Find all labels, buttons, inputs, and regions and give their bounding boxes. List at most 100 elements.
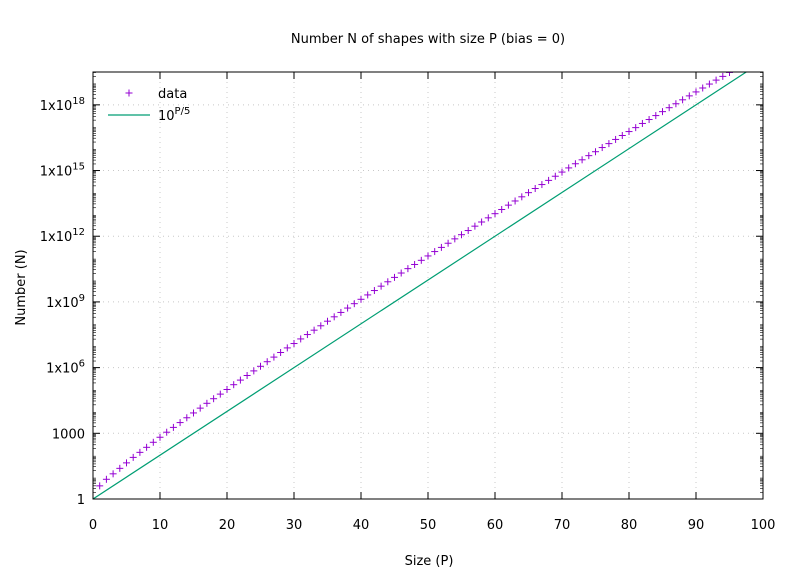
x-tick-label: 50 <box>420 518 437 533</box>
data-point <box>310 326 318 334</box>
data-point <box>592 148 599 156</box>
data-point <box>297 335 305 343</box>
y-axis-label: Number (N) <box>14 249 29 325</box>
data-point <box>598 144 606 152</box>
data-point <box>337 308 345 316</box>
data-point <box>257 362 264 370</box>
data-point <box>364 291 372 299</box>
legend-series-name: 10 <box>158 109 175 124</box>
data-point <box>129 453 137 461</box>
data-point <box>190 409 197 417</box>
data-point <box>283 344 291 352</box>
data-point <box>618 132 626 140</box>
x-tick-label: 100 <box>751 518 776 533</box>
data-point <box>437 243 445 251</box>
x-tick-label: 20 <box>219 518 236 533</box>
data-point <box>712 76 720 84</box>
data-point <box>612 135 620 143</box>
data-point <box>163 428 171 436</box>
data-point <box>196 404 204 412</box>
data-point <box>451 235 459 243</box>
data-point <box>210 395 218 403</box>
data-point <box>545 176 553 184</box>
data-point <box>243 371 251 379</box>
legend-series-exponent: P/5 <box>175 106 191 117</box>
data-point <box>672 100 680 108</box>
data-point <box>625 128 633 136</box>
data-point <box>216 390 224 398</box>
data-point <box>317 322 325 330</box>
data-point <box>230 381 238 389</box>
data-point <box>699 84 707 92</box>
y-tick-label: 1x1015 <box>40 162 85 180</box>
legend-label: data <box>158 87 187 102</box>
data-point <box>605 140 613 148</box>
data-point <box>411 260 419 268</box>
data-point <box>384 278 392 286</box>
data-point <box>679 96 687 104</box>
data-point <box>444 239 452 247</box>
data-point <box>665 104 673 112</box>
data-point <box>685 92 693 100</box>
data-point <box>538 181 546 189</box>
data-point <box>404 265 412 273</box>
y-tick-base: 1x10 <box>40 99 73 114</box>
chart-title: Number N of shapes with size P (bias = 0… <box>291 32 565 47</box>
data-point <box>116 464 124 472</box>
legend-item: data <box>125 87 187 102</box>
x-tick-label: 60 <box>487 518 504 533</box>
data-point <box>424 252 432 260</box>
data-point <box>504 201 512 209</box>
data-point <box>705 80 713 88</box>
x-tick-label: 40 <box>353 518 370 533</box>
data-point <box>511 197 519 205</box>
data-point <box>156 433 164 441</box>
data-point <box>558 168 566 176</box>
y-tick-exponent: 15 <box>72 162 85 173</box>
data-point <box>531 184 539 192</box>
data-point <box>391 273 398 281</box>
data-point <box>370 287 378 295</box>
data-point <box>143 443 151 451</box>
y-tick-label: 1x109 <box>46 293 85 311</box>
series-line-model <box>93 72 748 499</box>
data-point <box>431 248 439 256</box>
y-tick-exponent: 12 <box>72 227 85 238</box>
y-tick-base: 1 <box>77 493 85 508</box>
ticks: 0 10 20 30 40 50 60 70 80 90 100110001x1061x1091x1… <box>40 72 776 533</box>
data-point <box>270 353 278 361</box>
data-points-layer <box>96 72 733 490</box>
data-point <box>565 164 573 172</box>
data-point <box>330 313 338 321</box>
data-point <box>471 222 479 230</box>
data-point <box>652 112 660 120</box>
data-point <box>498 206 506 214</box>
data-point <box>645 116 653 124</box>
data-point <box>458 231 465 239</box>
data-point <box>491 210 499 218</box>
legend-marker <box>125 89 133 97</box>
data-point <box>377 282 385 290</box>
data-point <box>350 300 358 308</box>
x-tick-label: 90 <box>688 518 705 533</box>
legend-series-name: data <box>158 87 187 102</box>
data-point <box>263 358 271 366</box>
data-point <box>478 218 486 226</box>
y-tick-base: 1x10 <box>46 296 79 311</box>
legend: data 10P/5 <box>108 87 190 124</box>
data-point <box>223 386 231 394</box>
y-tick-label: 1000 <box>52 427 85 442</box>
data-point <box>719 72 727 80</box>
data-point <box>344 304 352 312</box>
data-point <box>250 367 258 375</box>
data-point <box>632 124 640 132</box>
data-point <box>324 317 331 325</box>
data-point <box>203 399 211 407</box>
data-point <box>236 376 244 384</box>
data-point <box>397 269 405 277</box>
data-point <box>518 193 526 201</box>
data-point <box>484 214 492 222</box>
data-point <box>585 152 593 160</box>
y-tick-exponent: 9 <box>79 293 85 304</box>
